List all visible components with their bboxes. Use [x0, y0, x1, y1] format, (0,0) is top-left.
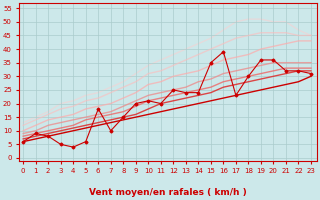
X-axis label: Vent moyen/en rafales ( km/h ): Vent moyen/en rafales ( km/h ) — [90, 188, 247, 197]
